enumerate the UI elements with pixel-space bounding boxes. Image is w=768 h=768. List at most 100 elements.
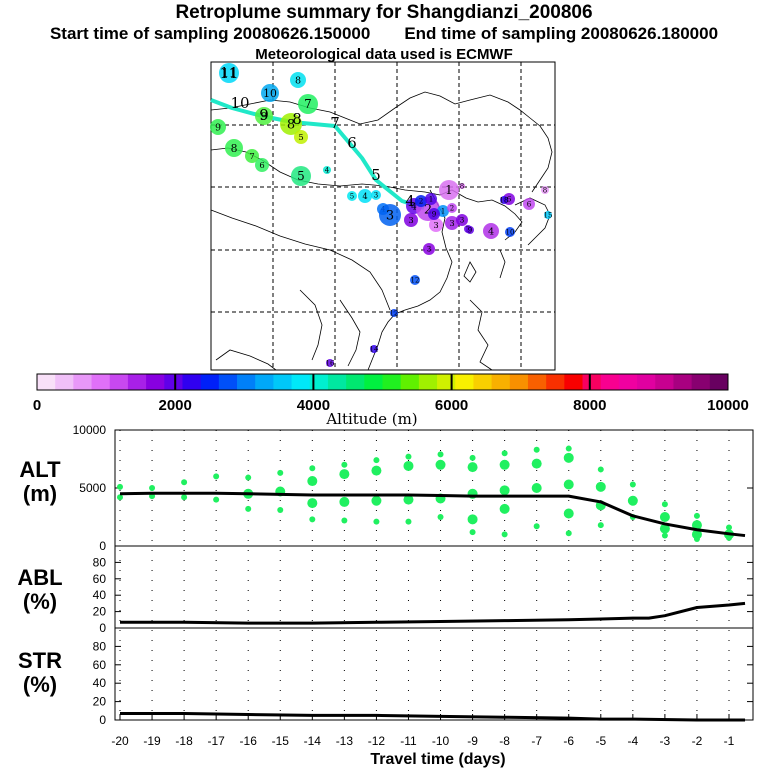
cluster-marker bbox=[447, 203, 457, 213]
cluster-marker bbox=[280, 113, 302, 135]
chart-title: Retroplume summary for Shangdianzi_20080… bbox=[175, 2, 593, 23]
cluster-marker bbox=[294, 130, 308, 144]
alt-scatter-point bbox=[565, 530, 572, 537]
colorbar-swatch bbox=[164, 374, 183, 390]
cluster-marker bbox=[323, 166, 331, 174]
trajectory-day-label: 9 bbox=[259, 106, 269, 124]
str-ytick-label: 0 bbox=[99, 713, 106, 727]
cluster-marker bbox=[255, 158, 269, 172]
cluster-label: 9 bbox=[261, 110, 268, 123]
alt-scatter-point bbox=[531, 483, 542, 493]
x-tick-label: -3 bbox=[660, 734, 671, 748]
cluster-label: 16 bbox=[326, 359, 335, 367]
alt-scatter-point bbox=[565, 445, 572, 452]
str-label: STR bbox=[18, 648, 62, 673]
alt-scatter-point bbox=[307, 498, 318, 509]
str-ytick-label: 60 bbox=[93, 658, 107, 672]
alt-scatter-point bbox=[661, 532, 668, 539]
alt-scatter-point bbox=[597, 466, 604, 473]
colorbar-swatch bbox=[218, 374, 238, 390]
chart-subtitle-met: Meteorological data used is ECMWF bbox=[255, 46, 513, 63]
alt-scatter-point bbox=[693, 536, 700, 543]
colorbar-swatch bbox=[364, 374, 383, 390]
x-tick-label: -13 bbox=[336, 734, 354, 748]
trajectory-day-label: 5 bbox=[371, 166, 381, 184]
x-tick-label: -16 bbox=[240, 734, 258, 748]
colorbar-swatch bbox=[55, 374, 74, 390]
cluster-label: 4 bbox=[325, 166, 330, 174]
x-tick-label: -9 bbox=[467, 734, 478, 748]
alt-scatter-point bbox=[726, 524, 732, 531]
trajectory-day-label: 10 bbox=[230, 94, 249, 112]
cluster-label: 18 bbox=[500, 196, 509, 204]
colorbar-swatch bbox=[491, 374, 511, 390]
colorbar-swatch bbox=[418, 374, 438, 390]
cluster-label: 1 bbox=[441, 207, 446, 216]
alt-scatter-point bbox=[245, 505, 252, 512]
cluster-label: 5 bbox=[350, 192, 354, 200]
cluster-label: 15 bbox=[544, 211, 553, 219]
x-tick-label: -7 bbox=[531, 734, 542, 748]
colorbar-swatch bbox=[709, 374, 729, 390]
cluster-label: 2 bbox=[419, 197, 424, 206]
cluster-label: 9 bbox=[432, 210, 437, 219]
alt-scatter-point bbox=[245, 474, 252, 481]
cluster-label: 1 bbox=[429, 195, 434, 204]
cluster-marker bbox=[255, 107, 273, 125]
abl-ytick-label: 60 bbox=[93, 572, 107, 586]
cluster-label: 4 bbox=[362, 191, 367, 201]
alt-scatter-point bbox=[437, 451, 444, 458]
abl-unit: (%) bbox=[23, 589, 57, 614]
cluster-marker bbox=[326, 359, 334, 367]
x-tick-label: -14 bbox=[304, 734, 322, 748]
trajectory-day-label: 7 bbox=[330, 114, 340, 132]
cluster-markers: 1110879985876545434334213123124328109631… bbox=[210, 63, 552, 367]
panels-frame bbox=[114, 429, 754, 721]
colorbar-swatch bbox=[182, 374, 202, 390]
cluster-marker bbox=[390, 309, 398, 317]
x-tick-label: -20 bbox=[111, 734, 129, 748]
colorbar-swatch bbox=[346, 374, 365, 390]
trajectory-map: 1110879985876545434334213123124328109631… bbox=[210, 61, 556, 371]
abl-ytick-label: 80 bbox=[93, 555, 107, 569]
trajectory-day-label: 6 bbox=[347, 134, 357, 152]
cluster-marker bbox=[459, 183, 465, 189]
abl-ytick-label: 40 bbox=[93, 588, 107, 602]
start-time-text: Start time of sampling 20080626.150000 bbox=[49, 24, 371, 43]
alt-scatter-point bbox=[435, 459, 446, 470]
cluster-marker bbox=[428, 208, 440, 220]
colorbar-swatch bbox=[564, 374, 584, 390]
cluster-label: 9 bbox=[215, 122, 221, 133]
cluster-label: 8 bbox=[287, 118, 295, 133]
chart-subtitle-times: Start time of sampling 20080626.150000 En… bbox=[0, 24, 768, 44]
cluster-label: 3 bbox=[374, 191, 378, 199]
alt-scatter-point bbox=[373, 518, 380, 525]
colorbar-swatch bbox=[673, 374, 693, 390]
cluster-marker bbox=[544, 211, 552, 219]
alt-scatter-point bbox=[373, 457, 380, 464]
alt-scatter-point bbox=[726, 534, 732, 541]
cluster-marker bbox=[291, 166, 311, 186]
cluster-label: 10 bbox=[263, 87, 277, 100]
cluster-marker bbox=[541, 186, 549, 194]
colorbar-swatch bbox=[273, 374, 293, 390]
str-ytick-label: 80 bbox=[93, 639, 107, 653]
colorbar-tick-label: 10000 bbox=[707, 397, 749, 414]
x-tick-label: -2 bbox=[692, 734, 703, 748]
x-tick-label: -18 bbox=[175, 734, 193, 748]
x-tick-label: -17 bbox=[207, 734, 225, 748]
cluster-label: 9 bbox=[468, 226, 472, 234]
alt-mean-line bbox=[119, 491, 746, 538]
panel-y-ticks: 0 5000 10000 0 20 40 60 80 0 20 40 60 80 bbox=[73, 423, 753, 727]
cluster-marker bbox=[425, 193, 437, 205]
cluster-marker bbox=[423, 243, 435, 255]
colorbar-swatch bbox=[546, 374, 565, 390]
colorbar-swatch bbox=[600, 374, 620, 390]
colorbar-swatch bbox=[509, 374, 529, 390]
str-ytick-label: 40 bbox=[93, 676, 107, 690]
cluster-label: 12 bbox=[411, 276, 420, 284]
alt-scatter-point bbox=[467, 462, 478, 473]
cluster-marker bbox=[379, 204, 401, 226]
cluster-marker bbox=[347, 191, 357, 201]
cluster-label: 3 bbox=[460, 216, 465, 225]
